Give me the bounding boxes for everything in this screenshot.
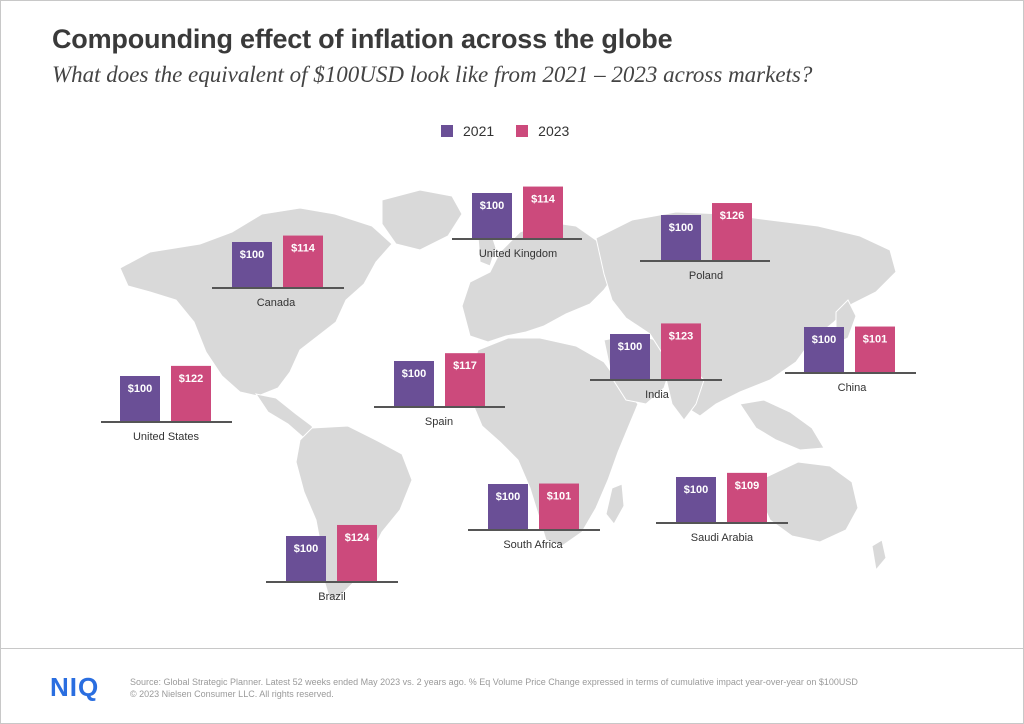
legend: 2021 2023 <box>441 123 591 139</box>
bar-united-kingdom-2021 <box>472 193 512 239</box>
map-new-zealand <box>871 539 887 572</box>
bar-united-kingdom-2023 <box>523 186 563 239</box>
market-label-saudi-arabia: Saudi Arabia <box>691 532 754 544</box>
bar-south-africa-2023 <box>539 483 579 530</box>
bar-brazil-2021 <box>286 536 326 582</box>
data-label-india-2023: $123 <box>669 330 693 342</box>
data-label-saudi-arabia-2023: $109 <box>735 480 759 492</box>
legend-item-2023: 2023 <box>516 123 569 139</box>
bar-group-south-africa: $100 $101 South Africa <box>468 483 600 551</box>
data-label-united-kingdom-2023: $114 <box>531 194 556 206</box>
source-text: Source: Global Strategic Planner. Latest… <box>130 677 858 687</box>
data-label-south-africa-2023: $101 <box>547 491 571 503</box>
bar-group-canada: $100 $114 Canada <box>212 235 344 309</box>
chart-subtitle: What does the equivalent of $100USD look… <box>52 62 813 87</box>
data-label-spain-2021: $100 <box>402 368 426 380</box>
data-label-saudi-arabia-2021: $100 <box>684 484 708 496</box>
map-africa <box>469 337 639 547</box>
data-label-spain-2023: $117 <box>453 360 477 372</box>
bar-poland-2021 <box>661 215 701 261</box>
bar-group-united-kingdom: $100 $114 United Kingdom <box>452 186 582 260</box>
bar-canada-2021 <box>232 242 272 288</box>
market-label-united-kingdom: United Kingdom <box>479 248 557 260</box>
bar-group-india: $100 $123 India <box>590 323 722 401</box>
bar-group-saudi-arabia: $100 $109 Saudi Arabia <box>656 472 788 544</box>
data-label-united-states-2021: $100 <box>128 383 152 395</box>
bar-poland-2023 <box>712 203 752 261</box>
market-label-spain: Spain <box>425 416 453 428</box>
market-label-south-africa: South Africa <box>503 539 563 551</box>
bar-india-2023 <box>661 323 701 380</box>
map-greenland <box>381 189 463 251</box>
chart-title: Compounding effect of inflation across t… <box>52 24 673 54</box>
bar-canada-2023 <box>283 235 323 288</box>
market-label-poland: Poland <box>689 270 723 282</box>
legend-swatch-2021 <box>441 125 453 137</box>
bar-group-united-states: $100 $122 United States <box>101 365 232 443</box>
bar-saudi-arabia-2021 <box>676 477 716 523</box>
bar-china-2023 <box>855 326 895 373</box>
data-label-brazil-2021: $100 <box>294 543 318 555</box>
map-se-asia <box>739 399 825 451</box>
bar-group-brazil: $100 $124 Brazil <box>266 524 398 603</box>
bar-group-spain: $100 $117 Spain <box>374 353 505 428</box>
data-label-india-2021: $100 <box>618 341 642 353</box>
source-note: Source: Global Strategic Planner. Latest… <box>130 676 858 700</box>
data-label-brazil-2023: $124 <box>345 532 370 544</box>
data-label-canada-2023: $114 <box>291 243 316 255</box>
legend-label-2023: 2023 <box>538 123 570 139</box>
bar-united-states-2023 <box>171 365 211 422</box>
data-label-united-kingdom-2021: $100 <box>480 200 504 212</box>
bar-spain-2023 <box>445 353 485 407</box>
bar-china-2021 <box>804 327 844 373</box>
map-madagascar <box>605 483 625 525</box>
legend-item-2021: 2021 <box>441 123 494 139</box>
data-label-south-africa-2021: $100 <box>496 491 520 503</box>
bar-saudi-arabia-2023 <box>727 472 767 523</box>
market-label-china: China <box>838 382 868 394</box>
legend-swatch-2023 <box>516 125 529 137</box>
market-label-canada: Canada <box>257 297 296 309</box>
bar-group-china: $100 $101 China <box>785 326 916 394</box>
map-north-america <box>119 207 393 397</box>
bar-south-africa-2021 <box>488 484 528 530</box>
bar-united-states-2021 <box>120 376 160 422</box>
market-label-united-states: United States <box>133 431 200 443</box>
niq-logo: NIQ <box>50 672 100 702</box>
data-label-china-2023: $101 <box>863 334 887 346</box>
map-australia <box>759 461 859 543</box>
footer-divider <box>0 648 1024 649</box>
bar-spain-2021 <box>394 361 434 407</box>
data-label-canada-2021: $100 <box>240 249 264 261</box>
legend-label-2021: 2021 <box>463 123 495 139</box>
copyright-text: © 2023 Nielsen Consumer LLC. All rights … <box>130 689 334 699</box>
data-label-poland-2021: $100 <box>669 222 693 234</box>
data-label-united-states-2023: $122 <box>179 373 203 385</box>
market-label-brazil: Brazil <box>318 591 346 603</box>
data-label-china-2021: $100 <box>812 334 836 346</box>
bar-group-poland: $100 $126 Poland <box>640 203 770 282</box>
bar-india-2021 <box>610 334 650 380</box>
data-label-poland-2023: $126 <box>720 210 744 222</box>
bar-brazil-2023 <box>337 524 377 582</box>
market-label-india: India <box>645 389 670 401</box>
